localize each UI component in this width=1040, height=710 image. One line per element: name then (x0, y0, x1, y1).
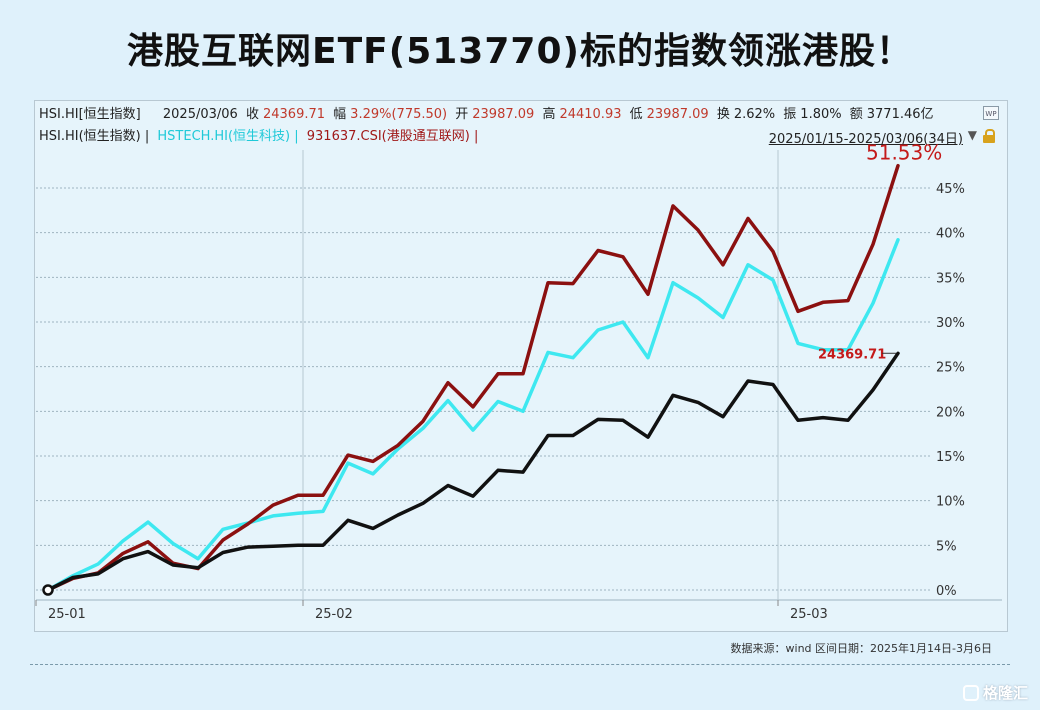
amp-value: 3.29%(775.50) (350, 107, 448, 122)
high-value: 24410.93 (559, 107, 622, 122)
amount-value: 3771.46亿 (866, 107, 934, 122)
x-tick-label: 25-01 (48, 607, 86, 622)
index-label: HSI.HI[恒生指数] (39, 107, 141, 122)
x-tick-label: 25-03 (790, 607, 828, 622)
swing-value: 1.80% (800, 107, 842, 122)
hsi-line (46, 351, 900, 592)
x-tick-label: 25-02 (315, 607, 353, 622)
hstech-line (46, 238, 900, 592)
watermark-text: 格隆汇 (982, 684, 1028, 702)
low-label: 低 (629, 107, 643, 122)
chart-panel: HSI.HI[恒生指数] 2025/03/06 收 24369.71 幅 3.29%… (34, 100, 1008, 632)
high-label: 高 (542, 107, 556, 122)
legend-hsi[interactable]: HSI.HI(恒生指数) | (39, 129, 154, 144)
legend-row: HSI.HI(恒生指数) | HSTECH.HI(恒生科技) | 931637.… (39, 127, 482, 147)
close-value: 24369.71 (262, 107, 326, 122)
turnover-label: 换 (716, 107, 730, 122)
wp-icon[interactable]: WP (983, 106, 999, 120)
close-label: 收 (245, 107, 259, 122)
amp-label: 幅 (333, 107, 347, 122)
y-tick-label: 35% (936, 271, 965, 286)
data-source-note: 数据来源：wind 区间日期：2025年1月14日-3月6日 (730, 642, 992, 655)
legend-hstech[interactable]: HSTECH.HI(恒生科技) | (157, 129, 303, 144)
divider (30, 664, 1010, 665)
y-tick-label: 20% (936, 405, 965, 420)
y-tick-label: 25% (936, 361, 965, 376)
y-tick-label: 40% (936, 227, 965, 242)
lock-icon[interactable] (983, 129, 995, 143)
watermark: 格隆汇 (962, 682, 1028, 703)
y-tick-label: 5% (936, 539, 957, 554)
swing-label: 振 (783, 107, 797, 122)
y-tick-label: 30% (936, 316, 965, 331)
y-tick-label: 15% (936, 450, 965, 465)
page-title: 港股互联网ETF(513770)标的指数领涨港股！ (127, 31, 913, 72)
start-marker (42, 584, 54, 596)
hsi-end-label: 24369.71 (818, 347, 886, 362)
open-value: 23987.09 (472, 107, 535, 122)
quote-info-row: HSI.HI[恒生指数] 2025/03/06 收 24369.71 幅 3.29%… (39, 105, 938, 125)
open-label: 开 (455, 107, 469, 122)
quote-date: 2025/03/06 (162, 107, 238, 122)
low-value: 23987.09 (646, 107, 709, 122)
y-tick-label: 45% (936, 182, 965, 197)
y-tick-label: 0% (936, 584, 957, 599)
amount-label: 额 (849, 107, 863, 122)
date-range-selector[interactable]: 2025/01/15-2025/03/06(34日) (768, 132, 963, 147)
y-tick-label: 10% (936, 495, 965, 510)
turnover-value: 2.62% (733, 107, 776, 122)
dropdown-caret-icon[interactable]: ▼ (967, 128, 977, 142)
csi-line (46, 163, 900, 592)
csi-end-label: 51.53% (866, 141, 942, 165)
legend-csi[interactable]: 931637.CSI(港股通互联网) | (306, 129, 479, 144)
watermark-logo-icon (962, 685, 979, 701)
